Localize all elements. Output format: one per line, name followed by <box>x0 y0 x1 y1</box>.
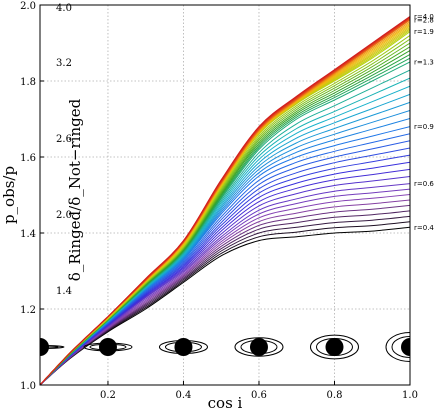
series-label: r=1.9 <box>414 28 434 36</box>
x-tick-label: 0.2 <box>100 390 116 401</box>
y-tick-label: 1.0 <box>20 381 36 392</box>
planet-dot <box>249 338 268 356</box>
ticks: 0.2 0.4 0.6 0.8 1.0 1.0 1.2 1.4 1.6 1.8 2.0 1.4 2.0 2… <box>20 1 418 401</box>
plot-frame <box>39 4 411 386</box>
ring-outer <box>40 345 65 349</box>
y-tick-label: 1.4 <box>20 229 36 240</box>
x-tick-label: 0.4 <box>176 390 192 401</box>
y2-tick-label: 2.6 <box>56 134 72 145</box>
series-label: r=0.6 <box>414 180 434 188</box>
planet-dot <box>40 338 49 356</box>
curves <box>40 15 410 385</box>
y2-tick-label: 1.4 <box>56 286 72 297</box>
planet-dot <box>174 338 193 356</box>
ring-outer <box>234 337 284 357</box>
y2-tick-label: 3.2 <box>56 58 72 69</box>
series-label: r=0.4 <box>414 224 434 232</box>
y-tick-label: 1.6 <box>20 153 36 164</box>
series-label: r=1.3 <box>414 59 434 67</box>
series-label: r=0.9 <box>414 123 434 131</box>
series-line <box>40 15 410 385</box>
x-tick-label: 1.0 <box>402 390 418 401</box>
y2-axis-label: δ_Ringed/δ_Not−ringed <box>66 98 84 281</box>
series-label: r=2.8 <box>414 17 434 25</box>
x-tick-label: 0.8 <box>327 390 343 401</box>
planet-dot <box>325 338 344 356</box>
grid <box>40 5 410 385</box>
x-tick-label: 0.6 <box>251 390 267 401</box>
planet-dot <box>401 338 410 356</box>
y-axis-label: p_obs/p <box>0 166 18 224</box>
y2-tick-label: 4.0 <box>56 3 72 14</box>
planet-markers <box>40 332 410 362</box>
ring-outer <box>385 332 410 362</box>
y-tick-label: 1.8 <box>20 77 36 88</box>
axis-labels: r=0.4 r=0.6 r=0.9 r=1.3 r=1.9 r=2.8r=4.0 cos i… <box>0 13 434 412</box>
ring-outer <box>309 334 359 360</box>
y2-tick-label: 2.0 <box>56 210 72 221</box>
series-label: r=4.0 <box>414 13 434 21</box>
planet-dot <box>98 338 117 356</box>
x-axis-label: cos i <box>208 394 243 412</box>
ring-inner <box>391 336 410 358</box>
y-tick-label: 2.0 <box>20 1 36 12</box>
ring-inner <box>40 345 59 349</box>
y-tick-label: 1.2 <box>20 305 36 316</box>
